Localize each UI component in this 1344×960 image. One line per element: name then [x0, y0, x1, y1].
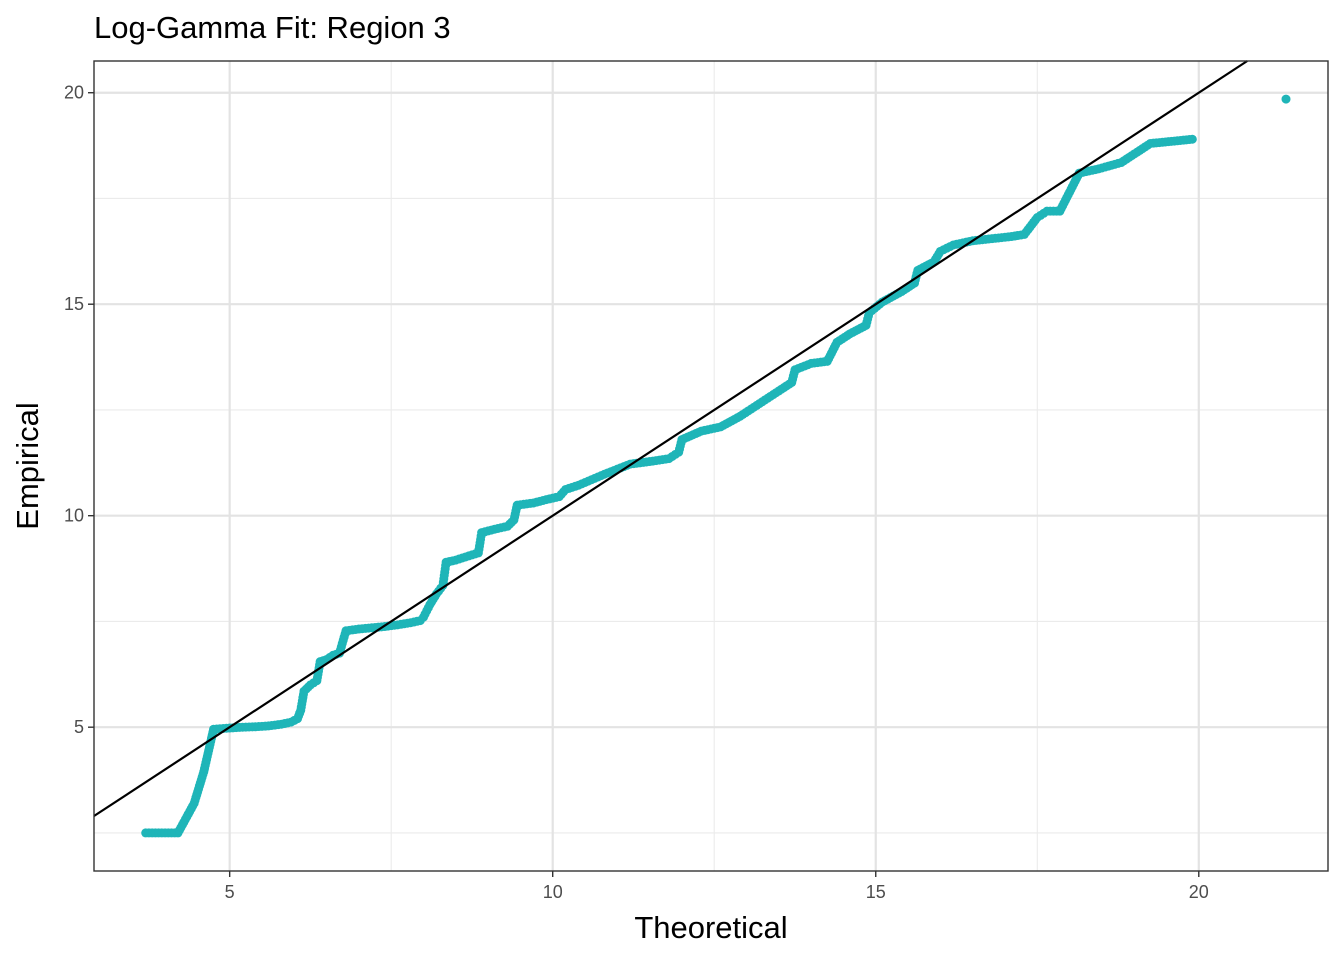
y-tick-label: 5 [74, 717, 84, 737]
data-point [260, 721, 270, 731]
grid [94, 61, 1328, 871]
data-point [412, 616, 422, 626]
x-axis: 5 10 15 20 [225, 871, 1209, 902]
data-point [364, 623, 374, 633]
x-axis-title: Theoretical [634, 910, 787, 945]
x-tick-label: 10 [543, 882, 563, 902]
y-axis: 5 10 15 20 [64, 83, 94, 737]
data-point [1184, 135, 1194, 145]
data-point [1281, 94, 1291, 104]
plot-panel-border [93, 60, 1329, 872]
chart-title: Log-Gamma Fit: Region 3 [94, 10, 451, 45]
y-tick-label: 15 [64, 294, 84, 314]
data-point [234, 722, 244, 732]
x-tick-label: 15 [866, 882, 886, 902]
x-tick-label: 5 [225, 882, 235, 902]
y-tick-label: 10 [64, 506, 84, 526]
data-point [247, 722, 257, 732]
reference-line-layer [93, 60, 1248, 817]
y-tick-label: 20 [64, 83, 84, 103]
reference-line [93, 60, 1248, 817]
x-tick-label: 20 [1189, 882, 1209, 902]
data-points [141, 94, 1291, 838]
y-axis-title: Empirical [10, 402, 45, 529]
